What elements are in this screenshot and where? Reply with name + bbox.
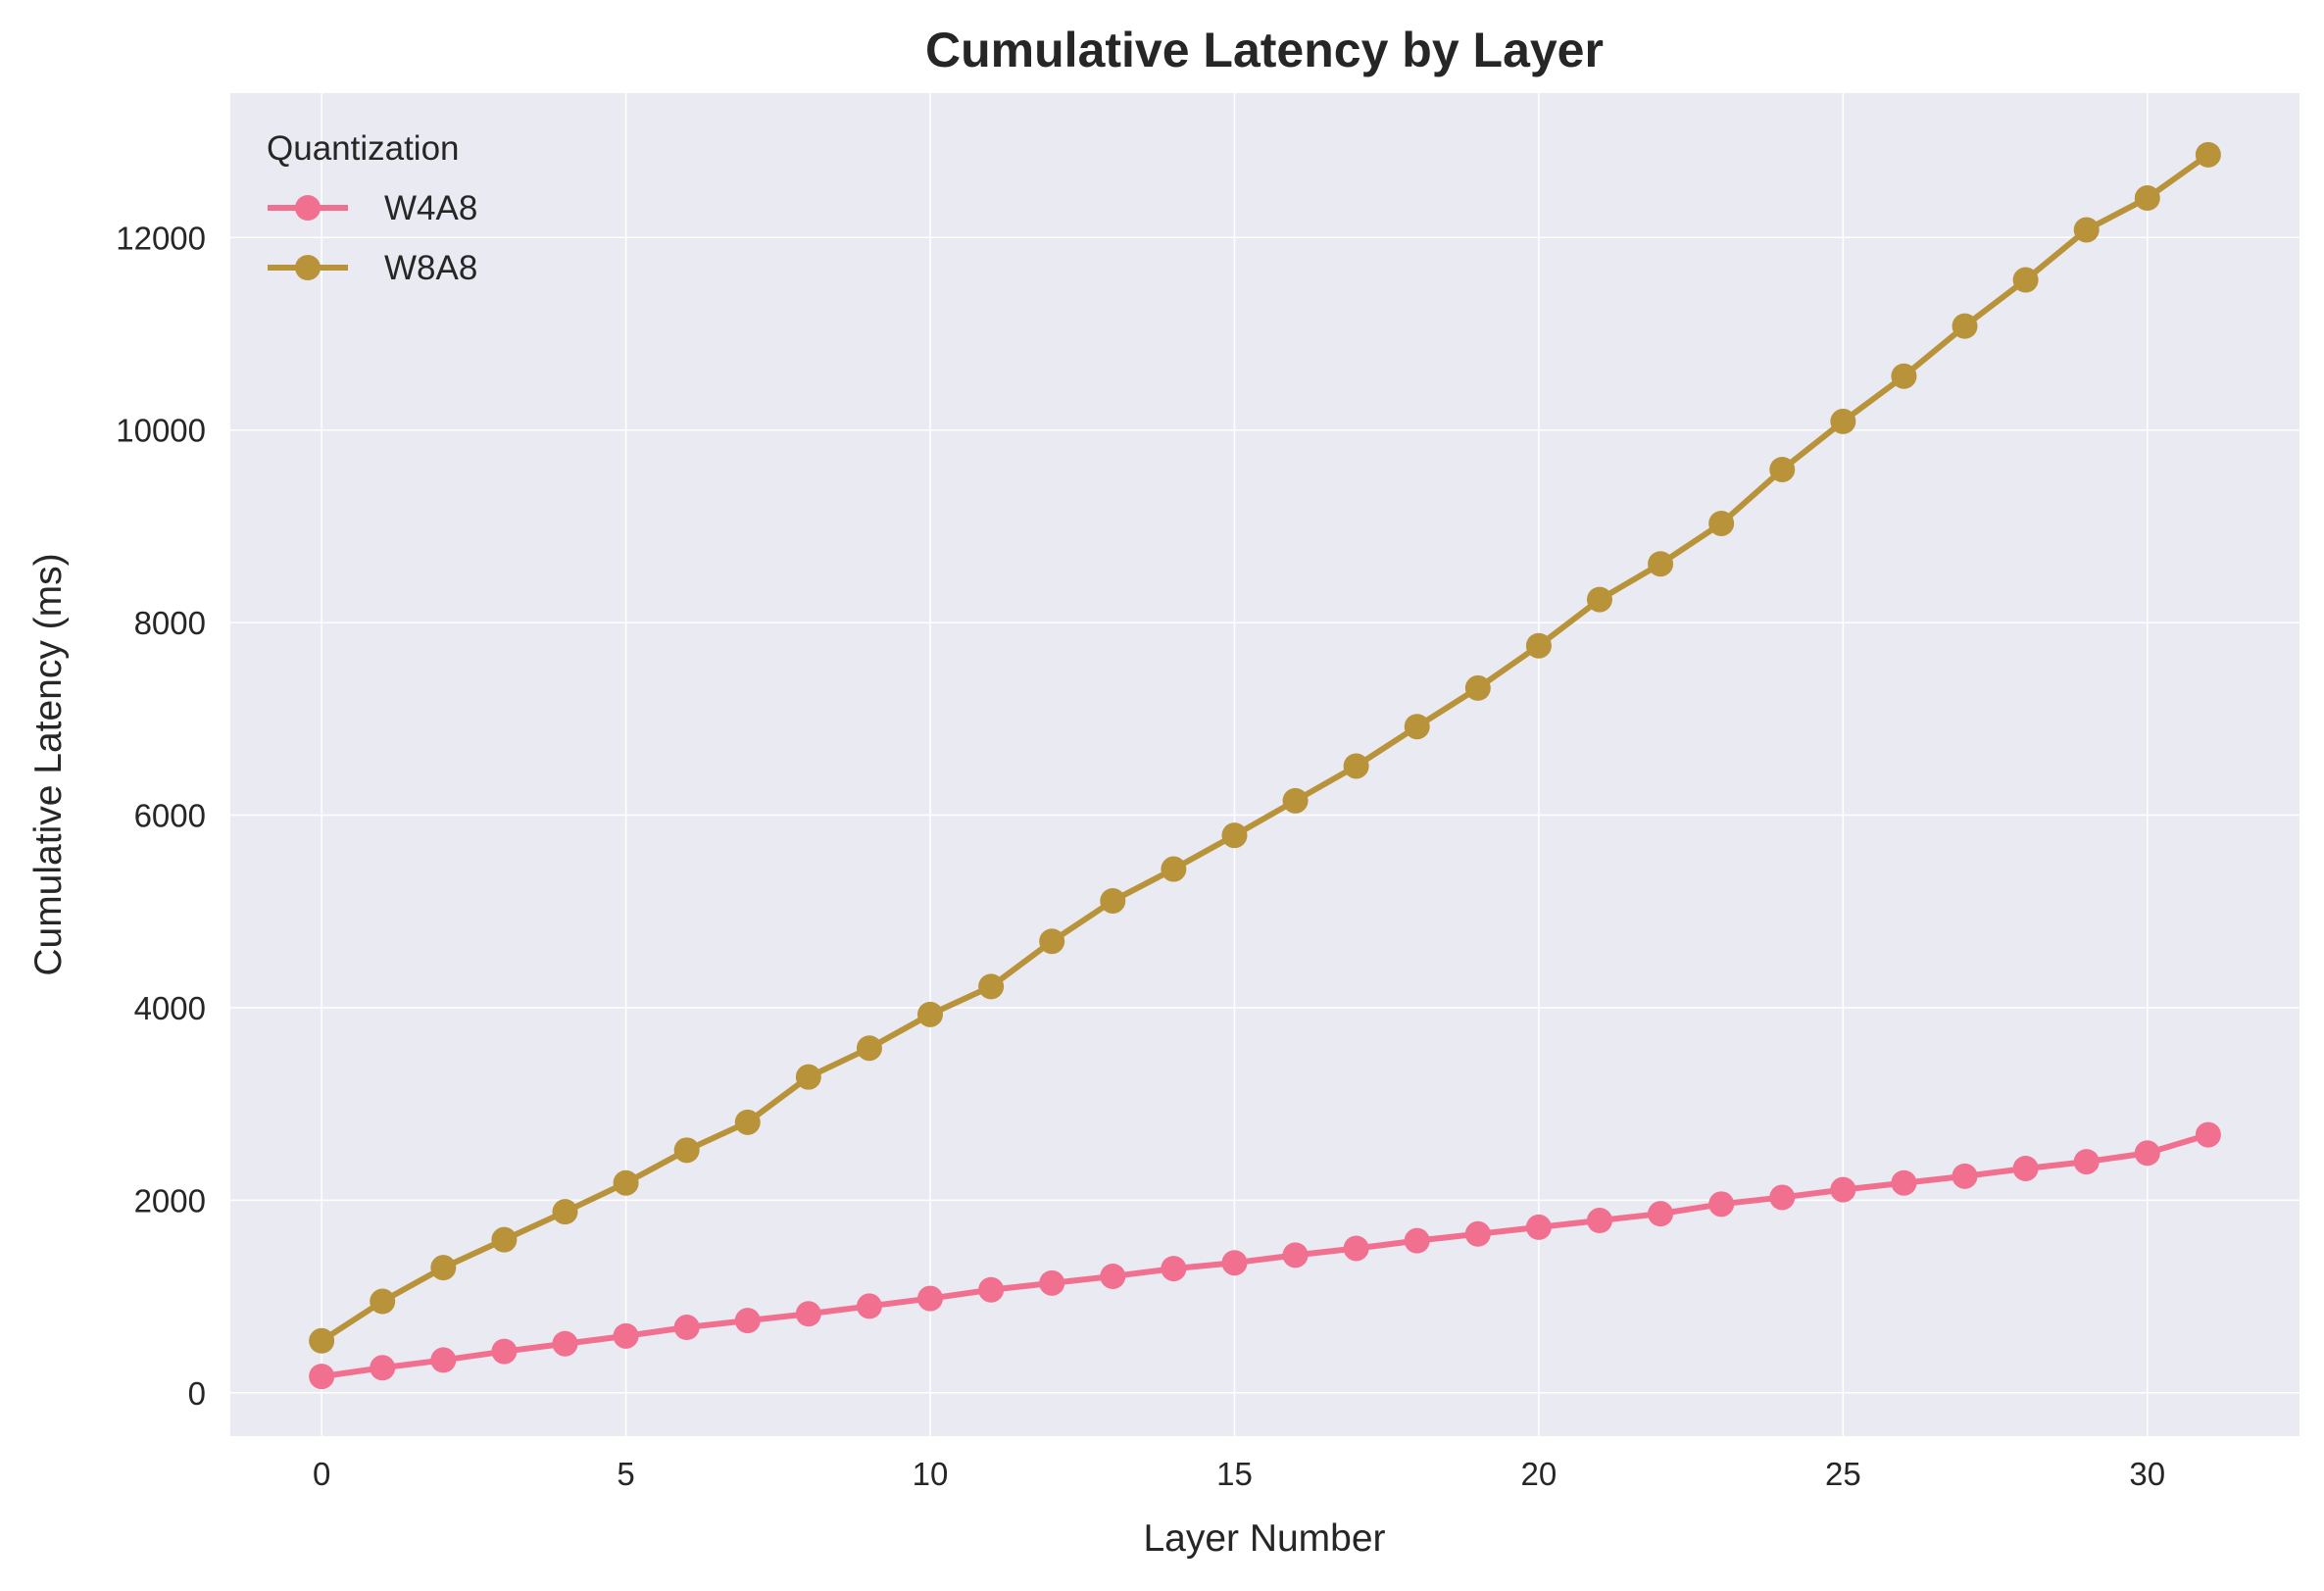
data-point-w8a8 <box>2195 141 2221 168</box>
data-point-w4a8 <box>309 1364 335 1390</box>
series-layer <box>309 141 2221 1390</box>
data-point-w8a8 <box>2134 185 2160 212</box>
x-tick-label: 15 <box>1216 1456 1253 1492</box>
data-point-w8a8 <box>978 973 1005 1000</box>
y-tick-label: 0 <box>188 1375 206 1412</box>
tick-labels: 0 5 10 15 20 25 30 0 2000 4000 6000 8000 10000 12000 <box>116 220 2165 1492</box>
data-point-w8a8 <box>613 1169 639 1196</box>
data-point-w8a8 <box>1648 551 1674 577</box>
data-point-w8a8 <box>309 1327 335 1354</box>
data-point-w4a8 <box>1586 1208 1612 1234</box>
data-point-w4a8 <box>1282 1242 1309 1268</box>
y-tick-label: 6000 <box>134 798 206 834</box>
data-point-w8a8 <box>370 1288 396 1315</box>
data-point-w8a8 <box>1891 363 1917 389</box>
data-point-w4a8 <box>795 1301 821 1327</box>
legend-title: Quantization <box>267 129 460 168</box>
data-point-w4a8 <box>1648 1201 1674 1227</box>
data-point-w8a8 <box>491 1226 518 1253</box>
data-point-w4a8 <box>1100 1263 1126 1289</box>
legend-label-w8a8: W8A8 <box>384 249 477 287</box>
y-tick-label: 8000 <box>134 605 206 641</box>
legend-label-w4a8: W4A8 <box>384 189 477 227</box>
data-point-w8a8 <box>1161 856 1187 882</box>
x-tick-label: 25 <box>1825 1456 1861 1492</box>
y-tick-label: 10000 <box>116 413 206 449</box>
data-point-w8a8 <box>430 1255 457 1281</box>
data-point-w8a8 <box>856 1035 882 1062</box>
data-point-w8a8 <box>673 1137 700 1164</box>
data-point-w4a8 <box>1952 1163 1978 1189</box>
legend-marker-w8a8 <box>295 255 321 280</box>
data-point-w4a8 <box>856 1293 882 1319</box>
data-point-w8a8 <box>734 1109 761 1135</box>
data-point-w8a8 <box>552 1199 578 1225</box>
legend-entry-w4a8: W4A8 <box>268 189 477 227</box>
y-axis-label: Cumulative Latency (ms) <box>27 553 70 975</box>
data-point-w8a8 <box>1586 586 1612 613</box>
x-axis-label: Layer Number <box>1143 1517 1385 1560</box>
data-point-w8a8 <box>1464 674 1491 701</box>
data-point-w8a8 <box>1769 456 1796 482</box>
data-point-w8a8 <box>1952 313 1978 339</box>
data-point-w8a8 <box>1343 753 1369 779</box>
data-point-w4a8 <box>2012 1155 2039 1181</box>
data-point-w8a8 <box>1100 887 1126 914</box>
data-point-w4a8 <box>1830 1176 1856 1203</box>
chart-title: Cumulative Latency by Layer <box>925 23 1604 77</box>
data-point-w8a8 <box>1830 408 1856 434</box>
data-point-w4a8 <box>1404 1227 1430 1254</box>
x-tick-label: 5 <box>617 1456 634 1492</box>
series-w4a8 <box>309 1121 2221 1390</box>
x-tick-label: 20 <box>1521 1456 1558 1492</box>
data-point-w4a8 <box>1161 1256 1187 1282</box>
data-point-w8a8 <box>1282 787 1309 814</box>
plot-area <box>230 93 2299 1436</box>
data-point-w4a8 <box>1708 1191 1735 1218</box>
data-point-w8a8 <box>2012 267 2039 293</box>
legend-entry-w8a8: W8A8 <box>268 249 477 287</box>
data-point-w4a8 <box>613 1322 639 1349</box>
data-point-w8a8 <box>1525 632 1552 659</box>
data-point-w4a8 <box>1464 1220 1491 1247</box>
data-point-w8a8 <box>2073 217 2100 243</box>
data-point-w4a8 <box>917 1285 944 1312</box>
data-point-w4a8 <box>1891 1169 1917 1196</box>
y-tick-label: 4000 <box>134 990 206 1026</box>
data-point-w4a8 <box>1525 1214 1552 1240</box>
data-point-w4a8 <box>978 1276 1005 1303</box>
data-point-w8a8 <box>1039 928 1065 955</box>
data-point-w4a8 <box>491 1338 518 1365</box>
legend: Quantization W4A8 W8A8 <box>267 129 477 287</box>
data-point-w4a8 <box>370 1355 396 1381</box>
y-tick-label: 2000 <box>134 1182 206 1218</box>
data-point-w4a8 <box>734 1308 761 1334</box>
series-w8a8 <box>309 141 2221 1354</box>
data-point-w8a8 <box>795 1064 821 1090</box>
data-point-w4a8 <box>2195 1121 2221 1148</box>
x-tick-label: 10 <box>913 1456 949 1492</box>
data-point-w4a8 <box>1039 1269 1065 1296</box>
data-point-w4a8 <box>430 1347 457 1373</box>
x-tick-label: 0 <box>313 1456 330 1492</box>
data-point-w8a8 <box>1221 822 1248 849</box>
data-point-w8a8 <box>1404 714 1430 740</box>
y-tick-label: 12000 <box>116 220 206 256</box>
data-point-w4a8 <box>552 1330 578 1357</box>
x-tick-label: 30 <box>2129 1456 2165 1492</box>
data-point-w4a8 <box>2073 1149 2100 1175</box>
legend-marker-w4a8 <box>295 195 321 221</box>
data-point-w4a8 <box>1343 1235 1369 1262</box>
data-point-w8a8 <box>1708 510 1735 536</box>
data-point-w4a8 <box>1221 1250 1248 1276</box>
data-point-w4a8 <box>673 1315 700 1341</box>
data-point-w8a8 <box>917 1001 944 1027</box>
data-point-w4a8 <box>1769 1184 1796 1211</box>
data-point-w4a8 <box>2134 1140 2160 1167</box>
